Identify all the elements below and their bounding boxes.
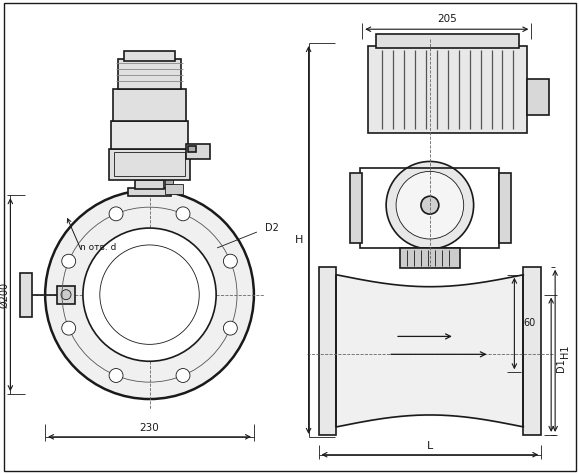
Bar	[350, 173, 362, 243]
Bar	[186, 144, 210, 159]
Bar	[400, 248, 460, 268]
Bar	[135, 180, 164, 189]
Text: 60: 60	[523, 319, 536, 328]
Circle shape	[45, 190, 254, 399]
Circle shape	[109, 207, 123, 221]
Bar	[111, 121, 188, 148]
Bar	[127, 188, 171, 196]
Circle shape	[223, 321, 237, 335]
Text: D2: D2	[265, 223, 278, 233]
Text: H: H	[295, 235, 303, 245]
Text: n отв. d: n отв. d	[80, 244, 116, 253]
Circle shape	[176, 207, 190, 221]
Bar	[166, 184, 184, 194]
Bar	[118, 59, 181, 89]
Bar	[109, 148, 190, 180]
Circle shape	[396, 172, 464, 239]
Bar	[166, 179, 173, 184]
Bar	[57, 286, 75, 304]
Circle shape	[386, 162, 474, 249]
Bar	[527, 79, 549, 115]
Text: H1: H1	[560, 344, 570, 357]
Bar	[188, 146, 196, 152]
Bar	[500, 173, 511, 243]
Text: D1: D1	[556, 358, 566, 372]
Text: L: L	[427, 441, 433, 451]
Bar	[318, 267, 336, 435]
Text: Ø200: Ø200	[0, 282, 9, 308]
Circle shape	[109, 368, 123, 383]
Text: 230: 230	[140, 423, 159, 433]
Circle shape	[62, 321, 76, 335]
Circle shape	[421, 196, 439, 214]
Text: 205: 205	[437, 14, 457, 24]
Bar	[368, 46, 527, 133]
Circle shape	[61, 290, 71, 300]
Bar	[113, 89, 186, 121]
Bar	[124, 51, 175, 61]
Bar	[376, 34, 519, 48]
Bar	[360, 168, 500, 248]
Bar	[113, 153, 185, 176]
Circle shape	[62, 254, 76, 268]
Circle shape	[83, 228, 216, 361]
Bar	[20, 273, 32, 317]
Circle shape	[176, 368, 190, 383]
Bar	[523, 267, 541, 435]
Circle shape	[223, 254, 237, 268]
